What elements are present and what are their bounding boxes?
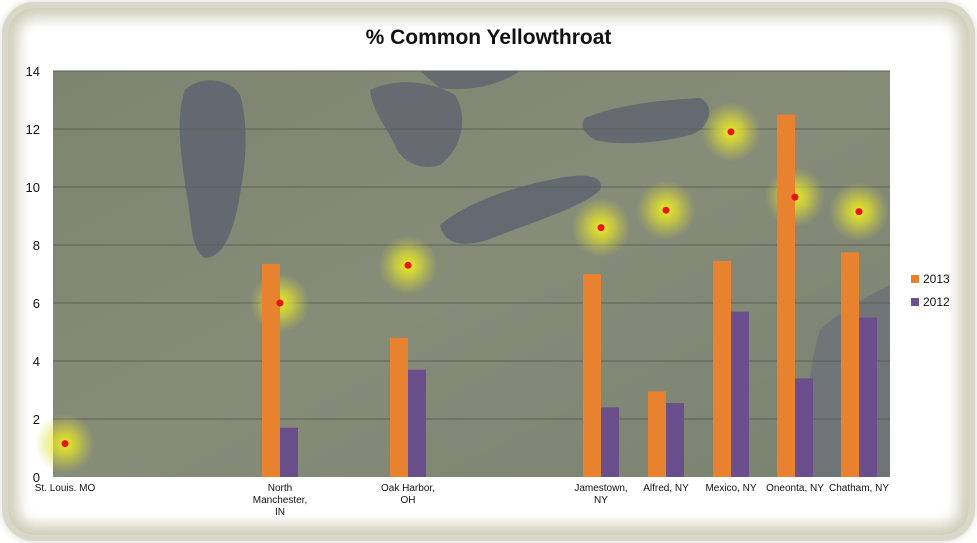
bar-2013 xyxy=(777,114,795,477)
bar-2012 xyxy=(859,317,877,477)
marker-dot xyxy=(597,224,605,232)
bar-2013 xyxy=(713,260,731,477)
y-tick-label: 14 xyxy=(26,64,40,79)
y-tick-label: 12 xyxy=(26,122,40,137)
y-tick-label: 10 xyxy=(26,180,40,195)
y-tick-label: 8 xyxy=(33,238,40,253)
bar-2012 xyxy=(666,403,684,477)
x-tick-label: Jamestown, NY xyxy=(574,483,627,506)
lake-huron xyxy=(370,82,463,168)
bar-2012 xyxy=(601,407,619,477)
x-tick-label: Oneonta, NY xyxy=(766,483,824,494)
legend-swatch xyxy=(911,298,919,306)
marker-dot xyxy=(791,193,799,201)
bar-2013 xyxy=(262,263,280,477)
x-tick-label: North Manchester, IN xyxy=(253,483,307,518)
bar-2012 xyxy=(408,369,426,477)
y-axis: 0 2 4 6 8 10 12 14 xyxy=(26,64,40,485)
marker-dot xyxy=(61,440,69,448)
lake-superior xyxy=(420,71,520,90)
marker-dot xyxy=(662,206,670,214)
bars xyxy=(262,114,877,477)
marker-dot xyxy=(727,128,735,136)
legend-label: 2012 xyxy=(923,295,950,309)
marker-dot xyxy=(276,299,284,307)
legend-swatch xyxy=(911,275,919,283)
bar-2012 xyxy=(731,311,749,477)
marker-dots xyxy=(61,128,863,448)
bar-2012 xyxy=(795,378,813,477)
bar-2013 xyxy=(583,274,601,477)
bar-2013 xyxy=(841,252,859,477)
x-tick-label: Mexico, NY xyxy=(705,483,756,494)
lake-michigan xyxy=(179,80,246,258)
x-tick-label: St. Louis. MO xyxy=(35,483,96,494)
y-tick-label: 2 xyxy=(33,412,40,427)
y-tick-label: 6 xyxy=(33,296,40,311)
x-axis: St. Louis. MO North Manchester, IN Oak Harbo… xyxy=(35,483,890,518)
marker-dot xyxy=(404,261,412,269)
bar-2013 xyxy=(390,337,408,477)
x-tick-label: Chatham, NY xyxy=(829,483,889,494)
lake-ontario xyxy=(582,98,710,144)
marker-dot xyxy=(855,208,863,216)
y-tick-label: 0 xyxy=(33,470,40,485)
bar-2012 xyxy=(280,427,298,477)
grid-lines xyxy=(53,70,890,420)
legend-label: 2013 xyxy=(923,272,950,286)
legend: 2013 2012 xyxy=(911,272,950,309)
lake-erie xyxy=(440,175,601,244)
map-background xyxy=(53,71,890,477)
chart-title: % Common Yellowthroat xyxy=(365,26,612,49)
y-tick-label: 4 xyxy=(33,354,40,369)
bar-2013 xyxy=(648,391,666,477)
x-tick-label: Alfred, NY xyxy=(643,483,689,494)
x-tick-label: Oak Harbor, OH xyxy=(381,483,435,506)
